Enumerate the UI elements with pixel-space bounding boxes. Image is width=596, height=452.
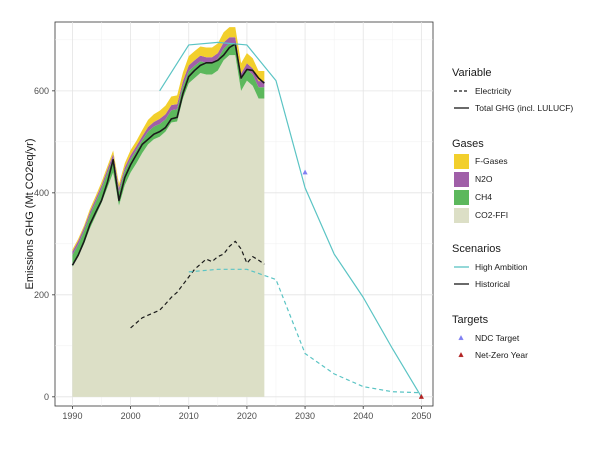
legend-key-f-gases — [454, 154, 469, 169]
legend-label-ch4: CH4 — [475, 192, 492, 202]
point-net-zero-year — [418, 393, 424, 399]
legend-label-ndc-target: NDC Target — [475, 333, 520, 343]
x-tick-label: 2040 — [353, 411, 373, 421]
target-points — [302, 169, 424, 399]
x-tick-label: 1990 — [62, 411, 82, 421]
legend-label-n2o: N2O — [475, 174, 493, 184]
legend-label-high-ambition: High Ambition — [475, 262, 528, 272]
y-tick-label: 0 — [44, 392, 49, 402]
legend-title-targets: Targets — [452, 314, 489, 326]
area-co2-ffi — [72, 55, 265, 397]
y-axis-title: Emissions GHG (Mt CO2eq/yr) — [24, 139, 36, 290]
legend-key-ch4 — [454, 190, 469, 205]
legend-label-total-ghg-incl-lulucf: Total GHG (incl. LULUCF) — [475, 103, 573, 113]
y-tick-label: 400 — [34, 188, 49, 198]
x-tick-label: 2050 — [411, 411, 431, 421]
y-tick-label: 600 — [34, 86, 49, 96]
line-historical-total-ghg-incl-lulucf — [71, 43, 265, 266]
legend-title-scenarios: Scenarios — [452, 243, 501, 255]
line-high-ambition-electricity — [188, 268, 422, 394]
legend-key-net-zero-year — [458, 352, 464, 357]
legend-key-n2o — [454, 172, 469, 187]
point-ndc-target — [302, 169, 308, 175]
legend-key-co2-ffi — [454, 208, 469, 223]
legend-label-net-zero-year: Net-Zero Year — [475, 350, 528, 360]
legend: Variable Electricity Total GHG (incl. LULU… — [452, 67, 573, 360]
gas-areas — [72, 27, 265, 397]
legend-key-ndc-target — [458, 335, 464, 340]
x-tick-label: 2010 — [179, 411, 199, 421]
axes: 1990 2000 2010 2020 2030 2040 2050 0 200 400 600 — [34, 86, 431, 421]
legend-label-historical: Historical — [475, 279, 510, 289]
y-tick-label: 200 — [34, 290, 49, 300]
emission-lines — [71, 41, 422, 398]
x-tick-label: 2020 — [237, 411, 257, 421]
line-historical-electricity — [130, 240, 265, 329]
legend-label-f-gases: F-Gases — [475, 156, 508, 166]
legend-title-variable: Variable — [452, 67, 492, 79]
legend-title-gases: Gases — [452, 138, 484, 150]
legend-label-electricity: Electricity — [475, 86, 512, 96]
x-tick-label: 2030 — [295, 411, 315, 421]
legend-label-co2-ffi: CO2-FFI — [475, 210, 508, 220]
line-high-ambition-total-ghg-incl-lulucf — [159, 41, 422, 398]
x-tick-label: 2000 — [121, 411, 141, 421]
